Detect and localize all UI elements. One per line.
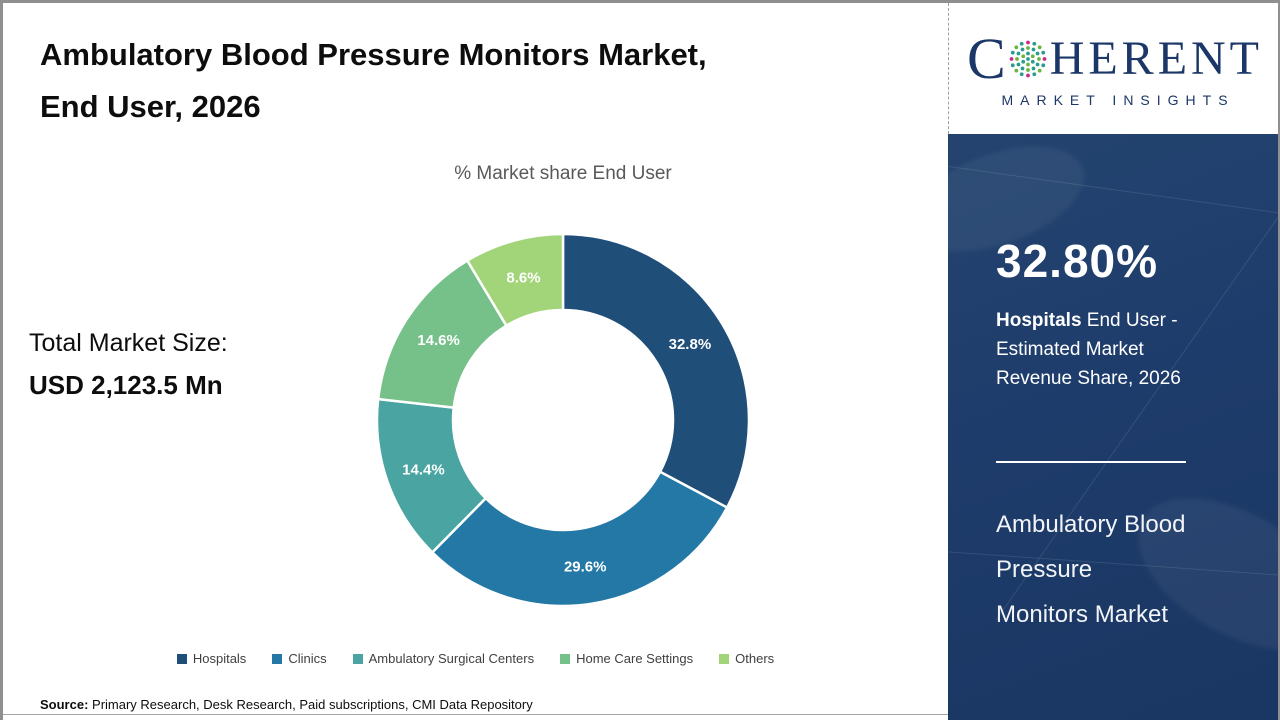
stat-desc-line3: Revenue Share, 2026 [996,368,1181,389]
stat-desc-line2: Estimated Market [996,339,1144,360]
chart-legend: Hospitals Clinics Ambulatory Surgical Cent… [3,651,948,666]
page-title-line2: End User, 2026 [40,89,261,124]
source-label: Source: [40,697,89,712]
donut-segment-label: 14.6% [417,332,460,349]
legend-label: Hospitals [192,651,247,666]
legend-label: Ambulatory Surgical Centers [368,651,535,666]
legend-swatch-icon [176,653,187,664]
page-title-line1: Ambulatory Blood Pressure Monitors Marke… [40,37,707,72]
brand-logo: C HERENT MARKET INSIGHTS [948,3,1278,134]
market-name: Ambulatory Blood Pressure Monitors Marke… [996,502,1246,637]
legend-swatch-icon [272,653,283,664]
sidebar-divider [996,461,1186,463]
donut-segment-label: 29.6% [564,558,607,575]
logo-letter-c: C [967,25,1006,91]
donut-segment-others [465,232,565,328]
total-market-size-value: USD 2,123.5 Mn [29,370,223,400]
total-market-size-label: Total Market Size: [29,329,228,357]
donut-segment-hospitals [561,232,751,510]
legend-label: Home Care Settings [576,651,694,666]
sidebar-highlight-panel: 32.80% Hospitals End User - Estimated Ma… [948,134,1278,720]
highlight-stat-description: Hospitals End User - Estimated Market Re… [996,306,1236,393]
legend-item-clinics: Clinics [272,651,327,666]
market-name-line2: Pressure [996,556,1093,583]
stat-desc-segment-name: Hospitals [996,310,1082,331]
legend-item-ambulatory-surgical-centers: Ambulatory Surgical Centers [352,651,535,666]
donut-segment-label: 8.6% [506,269,540,286]
market-name-line3: Monitors Market [996,601,1169,628]
total-market-size-block: Total Market Size: USD 2,123.5 Mn [29,329,228,401]
legend-item-others: Others [719,651,774,666]
sidebar: C HERENT MARKET INSIGHTS 32.80% Hospital… [948,3,1278,720]
donut-segment-label: 32.8% [669,336,712,353]
page-title: Ambulatory Blood Pressure Monitors Marke… [40,29,900,133]
brand-logo-wordmark: C HERENT [967,25,1263,91]
source-note: Source: Primary Research, Desk Research,… [40,697,533,712]
coherent-globe-icon [1009,40,1047,77]
legend-swatch-icon [719,653,730,664]
logo-letters-herent: HERENT [1049,31,1263,85]
logo-tagline: MARKET INSIGHTS [1001,91,1235,108]
legend-swatch-icon [352,653,363,664]
bottom-divider [3,714,948,715]
legend-item-hospitals: Hospitals [176,651,247,666]
donut-chart-svg: 32.8% 29.6% 14.4% 14.6% 8.6% [375,232,751,608]
stat-desc-line1: End User - [1081,310,1178,331]
donut-segment-label: 14.4% [402,461,445,478]
donut-segment-clinics [430,470,729,608]
source-text: Primary Research, Desk Research, Paid su… [88,697,533,712]
legend-label: Others [735,651,775,666]
legend-item-home-care-settings: Home Care Settings [560,651,693,666]
highlight-stat-value: 32.80% [996,235,1159,287]
market-name-line1: Ambulatory Blood [996,511,1186,538]
chart-subtitle: % Market share End User [454,163,672,184]
legend-swatch-icon [560,653,571,664]
chart-panel: Ambulatory Blood Pressure Monitors Marke… [3,3,948,720]
donut-chart: 32.8% 29.6% 14.4% 14.6% 8.6% [353,210,773,630]
legend-label: Clinics [288,651,327,666]
